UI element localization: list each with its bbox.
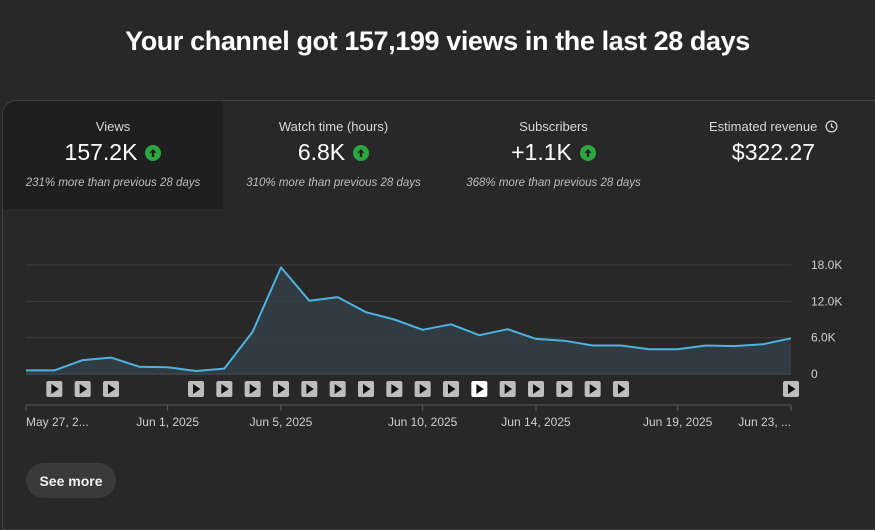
play-icon[interactable] — [528, 381, 544, 397]
arrow-up-circle-icon — [579, 144, 596, 161]
play-icon[interactable] — [188, 381, 204, 397]
play-icon[interactable] — [301, 381, 318, 397]
play-icon[interactable] — [386, 381, 403, 397]
x-tick-label: Jun 1, 2025 — [136, 415, 199, 429]
play-icon[interactable] — [244, 381, 261, 397]
x-tick-label: Jun 19, 2025 — [643, 415, 713, 429]
play-icon[interactable] — [584, 381, 601, 397]
play-icon[interactable] — [216, 381, 233, 397]
tab-label: Estimated revenue — [664, 119, 875, 136]
play-icon[interactable] — [103, 381, 119, 397]
tab-value: $322.27 — [731, 139, 816, 165]
tab-value: 6.8K — [297, 139, 346, 165]
play-icon[interactable] — [556, 381, 573, 397]
play-icon[interactable] — [613, 381, 629, 397]
play-icon[interactable] — [471, 381, 488, 397]
analytics-card: Views 157.2K 231% more than previous 28 … — [2, 100, 875, 530]
tab-value: 157.2K — [64, 139, 138, 165]
tab-comparison: 310% more than previous 28 days — [246, 177, 421, 189]
play-icon[interactable] — [46, 381, 63, 397]
play-icon[interactable] — [443, 381, 459, 397]
x-tick-label: May 27, 2... — [26, 415, 89, 429]
tab-watch-time[interactable]: Watch time (hours) 6.8K 310% more than p… — [223, 101, 443, 209]
tab-comparison: 231% more than previous 28 days — [25, 177, 201, 189]
y-tick-label: 12.0K — [811, 294, 842, 308]
see-more-button[interactable]: See more — [26, 463, 116, 498]
tab-label: Views — [95, 119, 131, 134]
arrow-up-circle-icon — [353, 144, 370, 161]
tab-comparison: 368% more than previous 28 days — [466, 177, 641, 189]
x-tick-label: Jun 10, 2025 — [388, 415, 458, 429]
views-area — [26, 267, 791, 374]
views-line — [26, 266, 792, 372]
y-tick-label: 6.0K — [811, 331, 836, 345]
play-icon[interactable] — [329, 381, 346, 397]
tab-label: Subscribers — [519, 119, 588, 134]
play-icon[interactable] — [74, 381, 91, 397]
page-headline: Your channel got 157,199 views in the la… — [125, 26, 750, 56]
play-icon[interactable] — [783, 381, 799, 397]
clock-icon — [825, 120, 838, 136]
x-tick-label: Jun 5, 2025 — [250, 415, 313, 429]
tab-views[interactable]: Views 157.2K 231% more than previous 28 … — [3, 101, 223, 209]
tab-subscribers[interactable]: Subscribers +1.1K 368% more than previou… — [443, 101, 663, 209]
tab-label: Watch time (hours) — [278, 119, 389, 134]
play-icon[interactable] — [273, 381, 289, 397]
y-tick-label: 18.0K — [811, 258, 842, 272]
play-icon[interactable] — [358, 381, 374, 397]
tab-value: +1.1K — [511, 139, 572, 165]
metric-tabs: Views 157.2K 231% more than previous 28 … — [3, 101, 875, 209]
arrow-up-circle-icon — [145, 144, 162, 161]
views-chart: 18.0K 12.0K 6.0K 0 May 27, 2... Jun 1, 2025 Ju… — [25, 258, 842, 429]
tab-label-text: Estimated revenue — [708, 119, 818, 134]
play-icon[interactable] — [499, 381, 516, 397]
play-icon[interactable] — [414, 381, 431, 397]
y-tick-label: 0 — [811, 367, 818, 381]
x-tick-label: Jun 14, 2025 — [501, 415, 571, 429]
tab-estimated-revenue[interactable]: Estimated revenue $322.27 — [663, 101, 875, 209]
x-tick-label: Jun 23, ... — [738, 415, 791, 429]
